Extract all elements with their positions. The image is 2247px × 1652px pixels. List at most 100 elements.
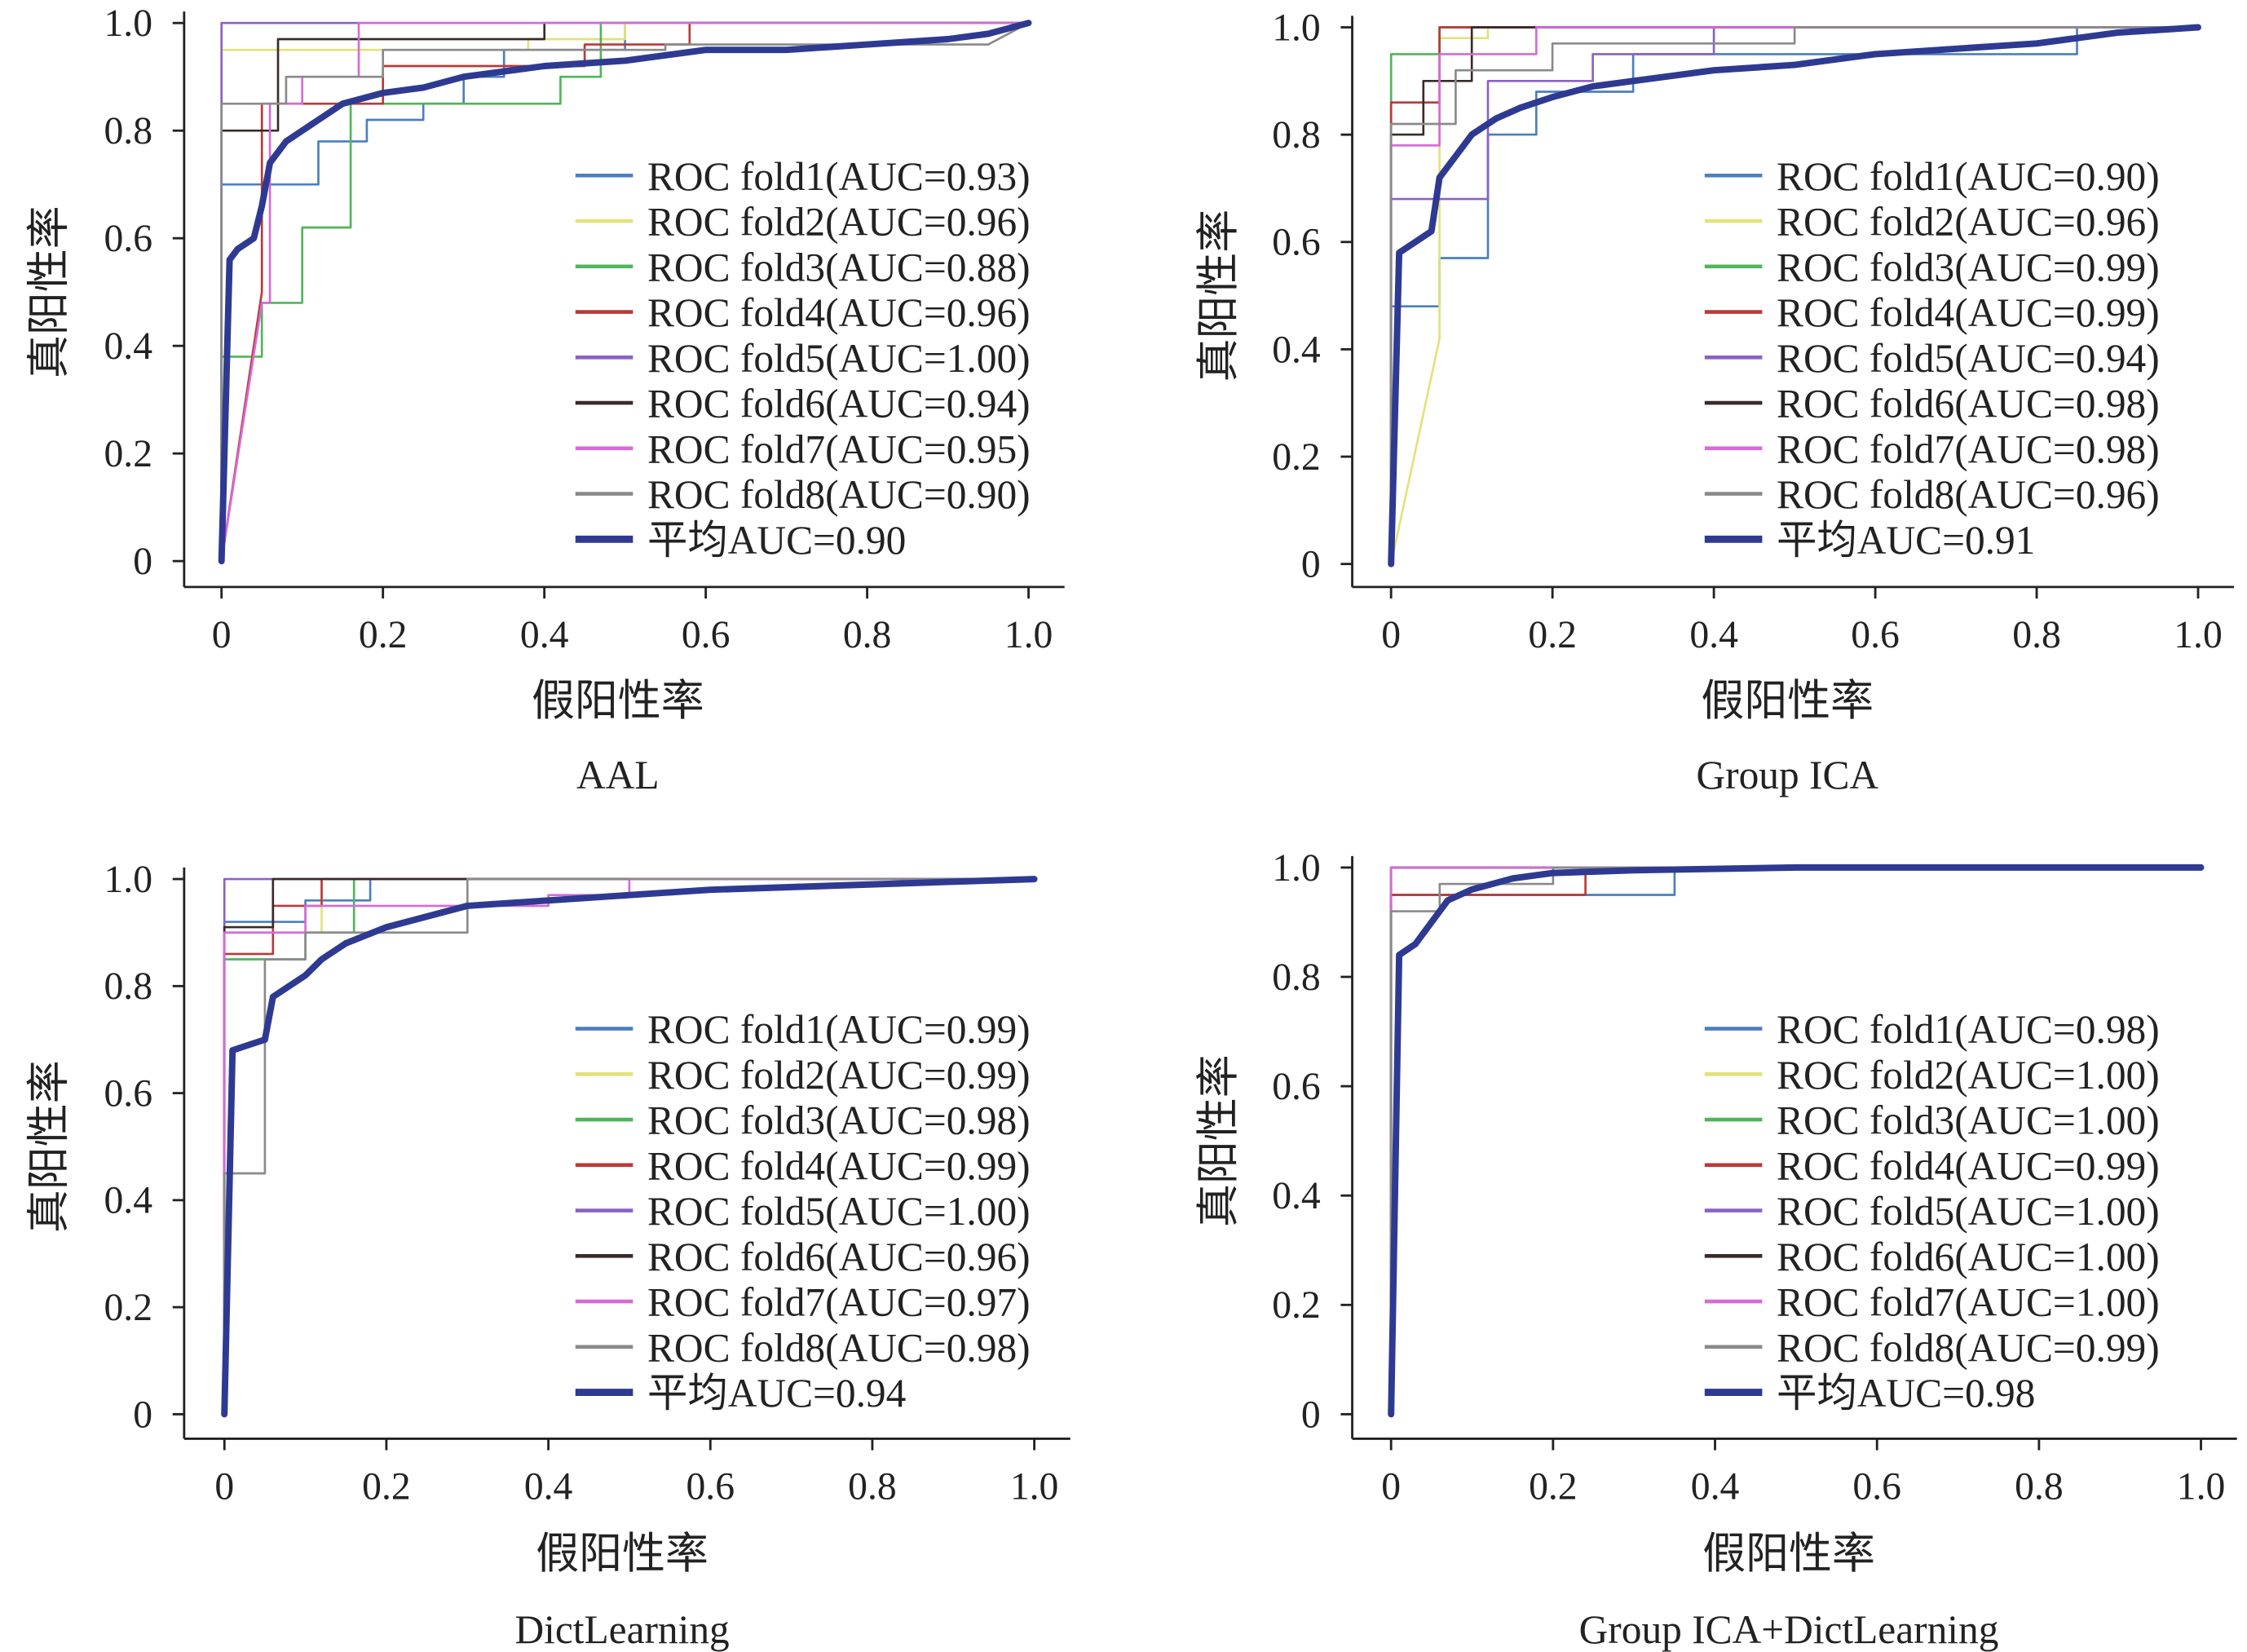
legend-entry: ROC fold7(AUC=1.00) [1777,1280,2160,1325]
legend-entry: 平均AUC=0.91 [1777,518,2035,563]
x-axis-label: 假阳性率 [1701,678,1874,725]
legend-entry: ROC fold5(AUC=1.00) [647,336,1031,381]
roc-fold-line-7 [223,877,1035,1416]
roc-fold-line-7 [220,21,1030,563]
x-tick-label: 0.6 [1852,1466,1901,1508]
x-tick-label: 0.6 [686,1466,735,1508]
x-tick-label: 0 [1381,614,1401,656]
y-tick-label: 0.4 [1272,329,1321,371]
legend: ROC fold1(AUC=0.99)ROC fold2(AUC=0.99)RO… [575,1007,1031,1416]
x-tick-label: 1.0 [1004,614,1053,656]
x-tick-label: 1.0 [2174,614,2223,656]
mean-roc-line [218,20,1032,565]
legend-entry: 平均AUC=0.94 [647,1371,906,1416]
legend-entry: ROC fold2(AUC=0.99) [647,1053,1031,1098]
y-tick-label: 0.6 [1272,1066,1321,1108]
y-tick-label: 0.8 [104,965,152,1008]
axes [1340,15,2235,599]
mean-roc-line [1388,864,2205,1418]
y-tick-label: 0.4 [104,325,152,368]
y-tick-label: 0.6 [104,1072,152,1115]
y-tick-label: 0.4 [1272,1175,1321,1217]
roc-fold-line-3 [220,21,1030,563]
legend-entry: ROC fold6(AUC=1.00) [1777,1235,2160,1279]
x-tick-label: 0.8 [843,614,892,656]
y-tick-label: 0 [1301,1394,1321,1436]
legend-entry: ROC fold5(AUC=1.00) [647,1189,1031,1234]
x-tick-label: 0.4 [1691,1466,1740,1508]
axes [172,867,1071,1451]
legend-entry: ROC fold2(AUC=1.00) [1777,1053,2160,1098]
roc-panel-1: 0 0 0.2 0.2 0.4 0.4 0.6 0.6 0.8 0.8 1.0 1.0 假阳性率 真阳性率… [26,2,1065,797]
x-tick-label: 1.0 [1010,1466,1059,1508]
y-tick-label: 0.8 [1272,956,1321,999]
mean-roc-line [221,876,1038,1418]
panel-caption: DictLearning [514,1607,729,1652]
y-tick-label: 0.2 [1272,436,1321,479]
legend-entry: ROC fold4(AUC=0.99) [647,1143,1031,1188]
x-tick-label: 0.4 [1689,614,1738,656]
y-tick-label: 1.0 [1272,847,1321,890]
y-tick-label: 0.2 [104,1287,152,1329]
legend-entry: 平均AUC=0.90 [647,518,906,563]
x-tick-label: 0.4 [524,1466,573,1508]
y-tick-label: 0.2 [104,433,152,475]
legend-entry: ROC fold1(AUC=0.98) [1777,1007,2160,1052]
legend-entry: ROC fold4(AUC=0.96) [647,290,1031,335]
y-tick-label: 0.8 [104,110,152,152]
roc-fold-line-8 [1389,866,2202,1416]
legend-entry: ROC fold7(AUC=0.95) [647,426,1031,471]
legend-entry: ROC fold5(AUC=1.00) [1777,1189,2160,1234]
y-tick-label: 0.6 [104,218,152,260]
roc-panel-2: 0 0 0.2 0.2 0.4 0.4 0.6 0.6 0.8 0.8 1.0 1.0 假阳性率 真阳性率… [1195,7,2235,797]
x-tick-label: 0.8 [2012,614,2061,656]
y-tick-label: 0 [133,1394,152,1436]
y-tick-label: 0.2 [1272,1284,1321,1327]
legend-entry: 平均AUC=0.98 [1777,1371,2035,1416]
x-tick-label: 0 [214,1466,234,1508]
y-axis-label: 真阳性率 [26,205,73,378]
x-axis-label: 假阳性率 [536,1531,709,1578]
y-tick-label: 0 [133,541,152,583]
legend: ROC fold1(AUC=0.98)ROC fold2(AUC=1.00) RO… [1704,1007,2160,1416]
panel-caption: Group ICA+DictLearning [1579,1607,1999,1652]
legend-entry: ROC fold8(AUC=0.96) [1777,472,2160,517]
legend-entry: ROC fold6(AUC=0.94) [647,382,1031,426]
panel-caption: Group ICA [1696,753,1878,797]
legend-entry: ROC fold5(AUC=0.94) [1777,336,2160,381]
y-axis-label: 真阳性率 [1195,1054,1243,1227]
y-tick-label: 1.0 [1272,7,1321,49]
x-tick-label: 0 [212,614,232,656]
legend-entry: ROC fold4(AUC=0.99) [1777,1143,2160,1188]
x-tick-label: 0.2 [1528,614,1577,656]
x-tick-label: 0.6 [1851,614,1900,656]
legend-entry: ROC fold6(AUC=0.96) [647,1235,1031,1279]
y-tick-label: 0 [1301,544,1321,586]
axes [1340,855,2237,1451]
legend-entry: ROC fold3(AUC=0.99) [1777,245,2160,289]
x-tick-label: 0.4 [520,614,569,656]
y-tick-label: 1.0 [104,2,152,45]
legend-entry: ROC fold8(AUC=0.99) [1777,1325,2160,1370]
y-tick-label: 1.0 [104,859,152,901]
axes [172,11,1065,599]
legend-entry: ROC fold2(AUC=0.96) [647,200,1031,245]
legend-entry: ROC fold1(AUC=0.93) [647,154,1031,199]
roc-panel-4: 0 0 0.2 0.2 0.4 0.4 0.6 0.6 0.8 0.8 1.0 1.0 假阳性率 真阳性率… [1195,847,2237,1652]
panel-caption: AAL [576,753,660,797]
x-tick-label: 0.6 [682,614,731,656]
legend-entry: ROC fold6(AUC=0.98) [1777,382,2160,426]
x-tick-label: 0.2 [359,614,408,656]
roc-fold-line-5 [1389,26,2200,565]
x-tick-label: 0.8 [848,1466,897,1508]
y-axis-label: 真阳性率 [26,1060,73,1233]
roc-fold-line-8 [223,877,1035,1416]
legend-entry: ROC fold7(AUC=0.97) [647,1280,1031,1325]
y-tick-label: 0.6 [1272,222,1321,264]
x-tick-label: 1.0 [2177,1466,2226,1508]
x-tick-label: 0 [1381,1466,1401,1508]
legend-entry: ROC fold4(AUC=0.99) [1777,290,2160,335]
roc-panel-3: 0 0 0.2 0.2 0.4 0.4 0.6 0.6 0.8 0.8 1.0 1.0 假阳性率 真阳性率… [26,859,1071,1652]
legend-entry: ROC fold3(AUC=0.98) [647,1098,1031,1143]
